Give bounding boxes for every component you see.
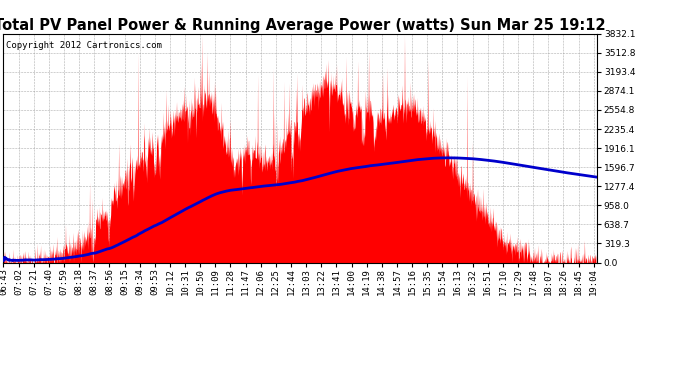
- Title: Total PV Panel Power & Running Average Power (watts) Sun Mar 25 19:12: Total PV Panel Power & Running Average P…: [0, 18, 606, 33]
- Text: Copyright 2012 Cartronics.com: Copyright 2012 Cartronics.com: [6, 40, 162, 50]
